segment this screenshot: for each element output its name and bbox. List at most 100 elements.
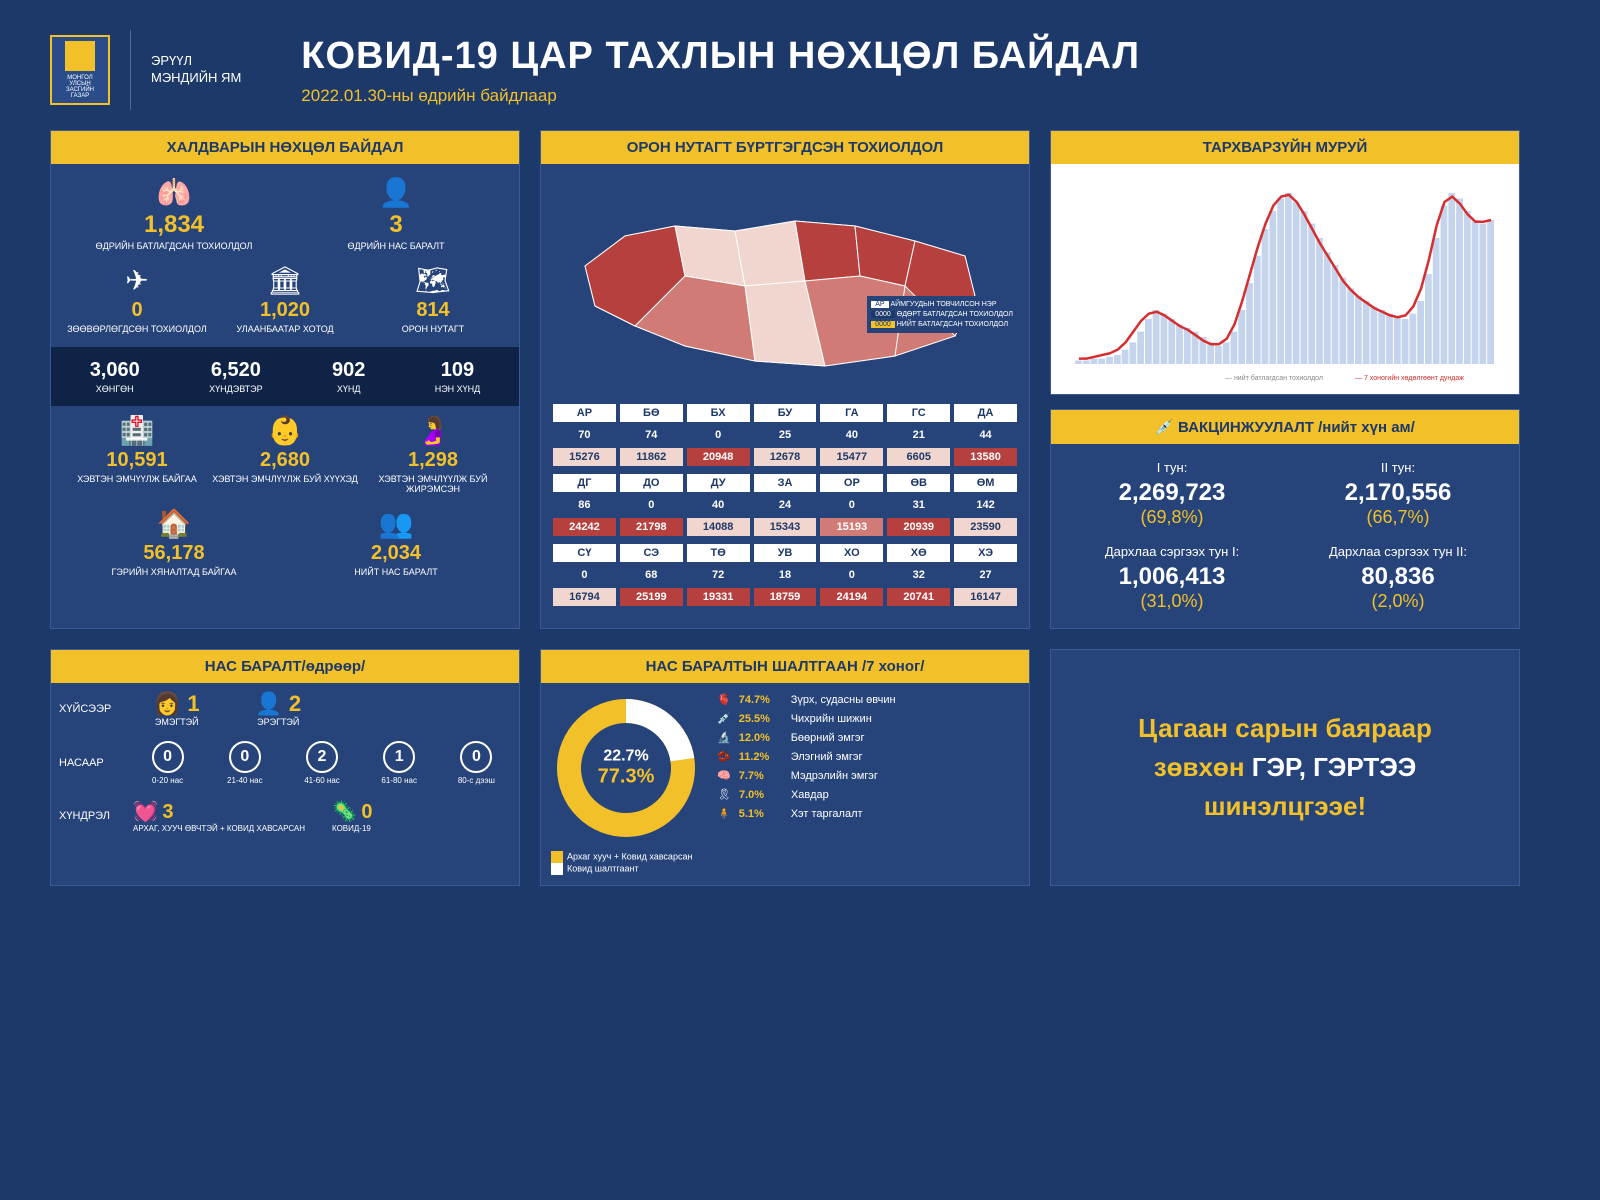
male-num: 2 [289, 691, 301, 716]
severity-item: 902ХҮНД [332, 359, 365, 394]
region-today: 0 [553, 566, 616, 584]
cause-icon: 🧍 [717, 807, 731, 820]
causes-title: НАС БАРАЛТЫН ШАЛТГААН /7 хоног/ [541, 650, 1029, 683]
region-total: 11862 [620, 448, 683, 466]
male-lbl: ЭРЭГТЭЙ [235, 717, 323, 727]
mongolia-map: АР АЙМГУУДЫН ТОВЧИЛСОН НЭР 0000 ӨДӨРТ БА… [553, 176, 1017, 396]
stat-item: 🤰 1,298 ХЭВТЭН ЭМЧЛҮҮЛЖ БУЙ ЖИРЭМСЭН [359, 414, 507, 496]
gender-label: ХҮЙСЭЭР [59, 703, 119, 715]
regions-title: ОРОН НУТАГТ БҮРТГЭГДСЭН ТОХИОЛДОЛ [541, 131, 1029, 164]
vax-label: II тун: [1293, 460, 1503, 475]
legend-l3: НИЙТ БАТЛАГДСАН ТОХИОЛДОЛ [897, 321, 1008, 328]
severity-num: 6,520 [209, 359, 262, 382]
infection-title: ХАЛДВАРЫН НӨХЦӨЛ БАЙДАЛ [51, 131, 519, 164]
stat-icon: 🫁 [63, 176, 285, 209]
cause-pct: 7.0% [739, 789, 783, 801]
cause-pct: 25.5% [739, 713, 783, 725]
curve-title: ТАРХВАРЗҮЙН МУРУЙ [1051, 131, 1519, 164]
region-today: 70 [553, 426, 616, 444]
stat-number: 10,591 [63, 449, 211, 472]
age-circle: 0 [152, 741, 184, 773]
region-total: 15343 [754, 518, 817, 536]
emblem-icon [65, 41, 95, 71]
page-title: КОВИД-19 ЦАР ТАХЛЫН НӨХЦӨЛ БАЙДАЛ [301, 35, 1140, 78]
region-total: 20741 [887, 588, 950, 606]
legend-swatch [551, 851, 563, 863]
ministry-line2: МЭНДИЙН ЯМ [151, 70, 241, 87]
age-circle: 0 [229, 741, 261, 773]
region-today: 31 [887, 496, 950, 514]
region-today: 24 [754, 496, 817, 514]
vax-label: I тун: [1067, 460, 1277, 475]
region-code: ӨВ [887, 474, 950, 492]
vax-item: II тун: 2,170,556 (66,7%) [1293, 460, 1503, 528]
region-total: 13580 [954, 448, 1017, 466]
cause-icon: 🧠 [717, 769, 731, 782]
region-today: 44 [954, 426, 1017, 444]
age-lbl: 21-40 нас [210, 776, 279, 785]
comp-lbl: КОВИД-19 [332, 824, 511, 833]
stat-item: 👤 3 ӨДРИЙН НАС БАРАЛТ [285, 176, 507, 252]
region-code: ТӨ [687, 544, 750, 562]
stat-icon: 🗺 [359, 264, 507, 297]
vax-item: Дархлаа сэргээх тун II: 80,836 (2,0%) [1293, 544, 1503, 612]
stat-icon: 👤 [285, 176, 507, 209]
female-num: 1 [187, 691, 199, 716]
cause-item: 🔬 12.0% Бөөрний эмгэг [717, 731, 1019, 744]
vax-label: Дархлаа сэргээх тун II: [1293, 544, 1503, 559]
legend-l2: ӨДӨРТ БАТЛАГДСАН ТОХИОЛДОЛ [897, 311, 1013, 318]
cause-icon: 🫘 [717, 750, 731, 763]
message-panel: Цагаан сарын баяраар зөвхөн ГЭР, ГЭРТЭЭ … [1050, 649, 1520, 886]
region-total: 14088 [687, 518, 750, 536]
region-today: 0 [820, 566, 883, 584]
stat-item: 🏛 1,020 УЛААНБААТАР ХОТОД [211, 264, 359, 335]
region-total: 18759 [754, 588, 817, 606]
age-item: 00-20 нас [133, 741, 202, 785]
stat-item: 🗺 814 ОРОН НУТАГТ [359, 264, 507, 335]
severity-num: 902 [332, 359, 365, 382]
legend-swatch [551, 863, 563, 875]
stat-label: ХЭВТЭН ЭМЧҮҮЛЖ БАЙГАА [63, 474, 211, 485]
comp-item: 💓 3 АРХАГ, ХУУЧ ӨВЧТЭЙ + КОВИД ХАВСАРСАН [133, 799, 312, 833]
causes-donut: 22.7% 77.3% [551, 693, 701, 843]
region-today: 86 [553, 496, 616, 514]
comp-lbl: АРХАГ, ХУУЧ ӨВЧТЭЙ + КОВИД ХАВСАРСАН [133, 824, 312, 833]
region-code: АР [553, 404, 616, 422]
map-legend: АР АЙМГУУДЫН ТОВЧИЛСОН НЭР 0000 ӨДӨРТ БА… [867, 296, 1017, 333]
stat-icon: 🏛 [211, 264, 359, 297]
curve-panel: ТАРХВАРЗҮЙН МУРУЙ — нийт батлагдсан тохи… [1050, 130, 1520, 395]
region-total: 19331 [687, 588, 750, 606]
stat-label: ГЭРИЙН ХЯНАЛТАД БАЙГАА [63, 567, 285, 578]
vax-number: 2,170,556 [1293, 479, 1503, 507]
comp-label: ХҮНДРЭЛ [59, 810, 119, 822]
region-code: ЗА [754, 474, 817, 492]
region-today: 21 [887, 426, 950, 444]
severity-lbl: ХҮНДЭВТЭР [209, 384, 262, 394]
vax-percent: (31,0%) [1067, 591, 1277, 612]
stat-icon: 👥 [285, 507, 507, 540]
region-total: 15193 [820, 518, 883, 536]
age-circle: 2 [306, 741, 338, 773]
age-item: 0 21-40 нас [210, 741, 279, 785]
male-deaths: 👤 2 ЭРЭГТЭЙ [235, 691, 323, 727]
stat-number: 814 [359, 299, 507, 322]
vax-item: I тун: 2,269,723 (69,8%) [1067, 460, 1277, 528]
cause-icon: 💉 [717, 712, 731, 725]
stat-item: 🏥 10,591 ХЭВТЭН ЭМЧҮҮЛЖ БАЙГАА [63, 414, 211, 496]
stat-label: ЗӨӨВӨРЛӨГДСӨН ТОХИОЛДОЛ [63, 324, 211, 335]
legend-l1: АЙМГУУДЫН ТОВЧИЛСОН НЭР [891, 301, 997, 308]
cause-item: 🫘 11.2% Элэгний эмгэг [717, 750, 1019, 763]
cause-item: 🧠 7.7% Мэдрэлийн эмгэг [717, 769, 1019, 782]
region-code: СҮ [553, 544, 616, 562]
region-total: 24242 [553, 518, 616, 536]
severity-lbl: НЭН ХҮНД [435, 384, 481, 394]
severity-item: 3,060ХӨНГӨН [90, 359, 140, 394]
region-total: 21798 [620, 518, 683, 536]
region-today: 32 [887, 566, 950, 584]
msg-l2: зөвхөн ГЭР, ГЭРТЭЭ [1138, 748, 1432, 787]
vax-percent: (66,7%) [1293, 507, 1503, 528]
svg-text:— нийт батлагдсан тохиолдол: — нийт батлагдсан тохиолдол [1225, 374, 1323, 382]
region-today: 72 [687, 566, 750, 584]
vax-title-text: ВАКЦИНЖУУЛАЛТ /нийт хүн ам/ [1178, 419, 1415, 436]
region-code: ДО [620, 474, 683, 492]
